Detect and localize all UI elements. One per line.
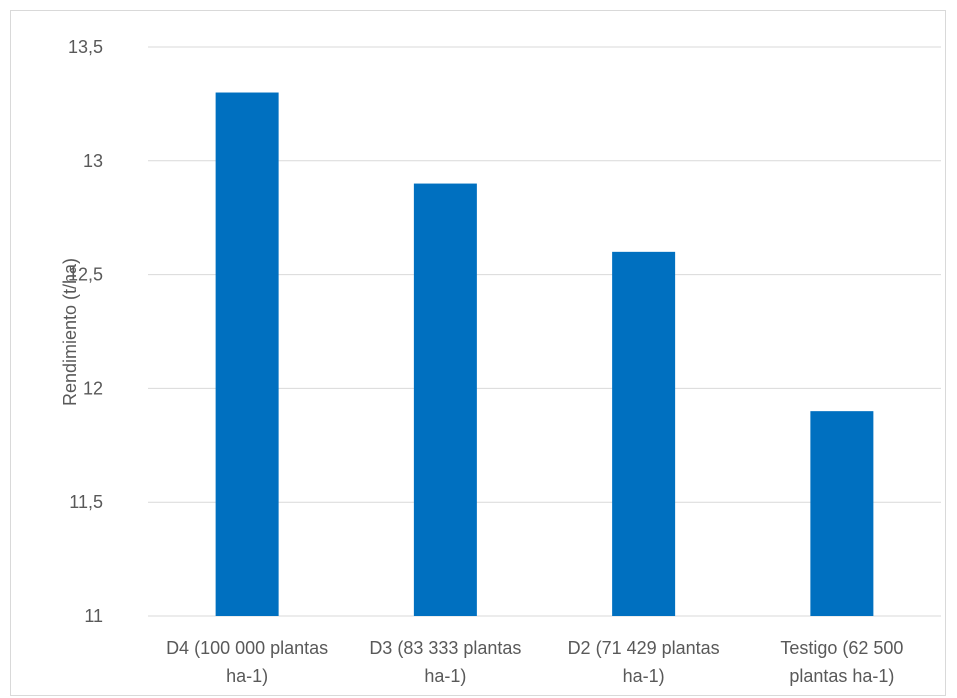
x-tick-label: D2 (71 429 plantas ha-1) <box>568 638 720 686</box>
x-tick-label-line: ha-1) <box>424 666 466 686</box>
y-tick-label: 12,5 <box>68 265 103 285</box>
x-tick-label: D3 (83 333 plantas ha-1) <box>369 638 521 686</box>
x-tick-label-line: plantas ha-1) <box>789 666 894 686</box>
y-tick-label: 12 <box>83 378 103 398</box>
bar <box>612 251 676 616</box>
y-tick-label: 13 <box>83 151 103 171</box>
bar <box>215 92 279 616</box>
x-tick-label-line: D4 (100 000 plantas <box>166 638 328 658</box>
gridlines <box>148 46 941 617</box>
y-tick-label: 11,5 <box>69 492 103 512</box>
bar <box>413 183 477 616</box>
y-tick-label: 13,5 <box>68 37 103 57</box>
x-tick-label-line: ha-1) <box>226 666 268 686</box>
x-tick-label-line: D3 (83 333 plantas <box>369 638 521 658</box>
bars <box>215 92 874 616</box>
y-tick-labels: 11 11,5 12 12,5 13 13,5 <box>68 37 103 626</box>
x-tick-labels: D4 (100 000 plantas ha-1)D3 (83 333 plant… <box>166 638 903 686</box>
x-tick-label: Testigo (62 500 plantas ha-1) <box>780 638 903 686</box>
x-tick-label-line: ha-1) <box>623 666 665 686</box>
y-axis-title: Rendimiento (t/ha) <box>60 258 80 406</box>
y-tick-label: 11 <box>84 606 103 626</box>
chart-frame <box>10 10 946 696</box>
x-tick-label: D4 (100 000 plantas ha-1) <box>166 638 328 686</box>
x-tick-label-line: D2 (71 429 plantas <box>568 638 720 658</box>
x-tick-label-line: Testigo (62 500 <box>780 638 903 658</box>
bar <box>810 411 874 616</box>
